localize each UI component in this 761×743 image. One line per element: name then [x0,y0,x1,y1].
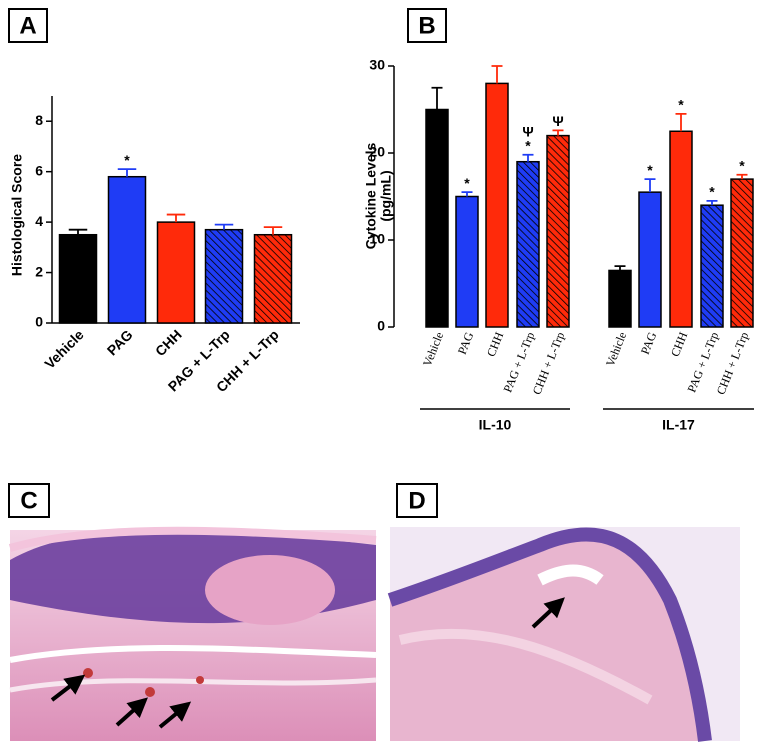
significance-mark: * [709,184,715,200]
error-bar [117,168,137,177]
error-bar [675,112,687,132]
significance-mark: * [678,97,684,113]
significance-mark: * [647,162,653,178]
y-axis-label: Cytokine Levels [363,142,379,249]
x-tick-label: Vehicle [41,326,87,372]
y-tick-label: 4 [35,213,43,229]
error-bar [706,199,718,206]
y-tick-label: 6 [35,162,43,178]
error-bar [68,228,88,235]
bar [58,233,98,324]
bar [253,233,293,324]
error-bar [736,173,748,180]
error-bar [522,153,534,162]
bar [608,269,632,328]
x-tick-label: Vehicle [420,330,446,369]
label-box [396,483,438,518]
bar [546,134,570,328]
error-bar [214,223,234,230]
histology-image-d [387,527,740,742]
y-tick-label: 10 [369,231,385,247]
error-bar [614,265,626,271]
significance-mark: Ψ [522,123,533,139]
y-tick-label: 20 [369,144,385,160]
group-label: IL-17 [662,417,695,433]
error-bar [461,191,473,197]
y-tick-label: 2 [35,263,43,279]
bar [455,195,479,328]
label-box [8,8,48,43]
bar [516,160,540,328]
x-tick-label: PAG [638,330,660,357]
y-tick-label: 0 [35,314,43,330]
error-bar [644,178,656,193]
error-bar [552,129,564,136]
panel-label: D [408,487,425,514]
bar [107,175,147,324]
significance-mark: * [739,157,745,173]
label-box [8,483,50,518]
bar [730,178,754,328]
error-bar [166,213,186,223]
x-tick-label: PAG [104,326,136,358]
bar [700,204,724,328]
x-tick-label: PAG [455,330,477,357]
x-tick-label: Vehicle [603,330,629,369]
panel-label: A [19,12,36,39]
y-tick-label: 0 [377,318,385,334]
x-tick-label: CHH [152,326,185,359]
bar [156,221,196,324]
bar [638,191,662,328]
histology-image-c [8,526,377,741]
x-tick-label: CHH [484,330,507,359]
group-label: IL-10 [479,417,512,433]
error-bar [263,226,283,235]
y-tick-label: 30 [369,57,385,73]
significance-mark: * [124,152,130,168]
y-axis-label: Histological Score [9,154,25,276]
panel-label: C [20,487,37,514]
bar [669,130,693,328]
label-box [407,8,447,43]
error-bar [431,86,443,110]
y-tick-label: 8 [35,112,43,128]
panel-label: B [418,12,435,39]
bar [425,108,449,328]
significance-mark: Ψ [552,113,563,129]
x-tick-label: CHH [668,330,691,359]
bar [485,82,509,328]
error-bar [491,65,503,84]
y-axis-label: (pg/mL) [378,170,394,221]
significance-mark: * [464,175,470,191]
significance-mark: * [525,137,531,153]
bar [204,228,244,324]
